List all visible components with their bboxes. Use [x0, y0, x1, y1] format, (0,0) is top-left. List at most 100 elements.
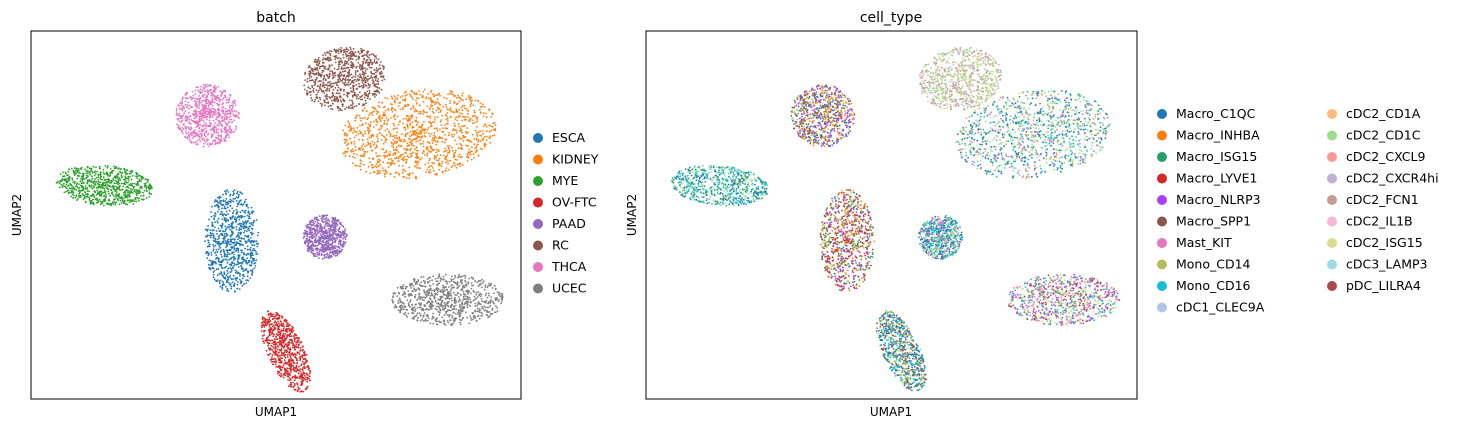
point [426, 168, 429, 171]
point [213, 200, 216, 203]
point [233, 264, 236, 267]
point [223, 238, 225, 241]
point [225, 285, 227, 288]
point [342, 56, 345, 59]
point [117, 176, 119, 179]
point [118, 167, 120, 170]
point [214, 215, 217, 218]
point [241, 193, 244, 195]
point [343, 243, 346, 246]
point [349, 83, 352, 85]
point [301, 382, 304, 385]
point [240, 280, 243, 283]
point [406, 132, 408, 135]
point [345, 233, 348, 236]
point [206, 245, 209, 248]
point [78, 172, 80, 174]
point [277, 346, 279, 348]
point [402, 140, 405, 143]
point [82, 172, 85, 175]
point [387, 166, 390, 169]
point [101, 178, 103, 181]
point [493, 134, 496, 137]
point [210, 254, 213, 256]
point [253, 259, 255, 262]
point [366, 151, 369, 153]
point [457, 163, 460, 166]
point [444, 169, 447, 172]
point [265, 324, 268, 327]
point [308, 77, 311, 79]
point [310, 219, 313, 222]
point [118, 179, 120, 181]
point [321, 240, 323, 243]
point [381, 125, 384, 128]
point [216, 200, 219, 203]
point [375, 83, 377, 86]
point [90, 184, 93, 187]
point [333, 55, 335, 58]
point [147, 186, 150, 189]
point [393, 114, 396, 116]
point [366, 97, 369, 100]
point [309, 369, 311, 372]
point [138, 179, 141, 181]
point [485, 125, 488, 128]
point [70, 189, 73, 192]
point [352, 132, 354, 134]
point [392, 146, 395, 149]
point [403, 138, 406, 141]
point [329, 255, 332, 258]
point [334, 74, 337, 77]
point [251, 271, 254, 274]
point [87, 193, 89, 195]
point [231, 251, 234, 254]
point [103, 189, 106, 192]
point [249, 252, 252, 255]
point [402, 169, 405, 172]
point [277, 314, 280, 317]
point [343, 236, 346, 239]
point [405, 161, 408, 163]
point [107, 178, 110, 180]
point [344, 241, 347, 244]
point [375, 123, 378, 126]
point [98, 198, 101, 201]
point [322, 221, 325, 224]
point [361, 60, 364, 63]
point [436, 129, 439, 132]
point [356, 95, 358, 98]
point [209, 232, 212, 235]
point [346, 144, 348, 147]
point [458, 108, 461, 111]
point [423, 128, 425, 131]
point [457, 122, 460, 125]
point [284, 369, 287, 372]
point [474, 151, 477, 154]
point [131, 170, 134, 173]
point [362, 79, 365, 82]
point [400, 133, 403, 136]
point [460, 130, 463, 133]
point [214, 241, 217, 243]
point [207, 241, 210, 244]
point [393, 142, 396, 145]
point [340, 79, 342, 82]
point [384, 157, 386, 159]
point [347, 81, 350, 84]
point [297, 346, 300, 349]
point [92, 202, 94, 205]
point [250, 223, 253, 226]
point [231, 207, 234, 210]
point [280, 330, 283, 332]
point [240, 214, 243, 217]
point [129, 191, 132, 194]
point [378, 64, 381, 67]
point [494, 129, 497, 132]
point [324, 78, 327, 81]
point [307, 368, 310, 371]
point [143, 185, 146, 188]
point [384, 105, 386, 108]
point [412, 172, 414, 175]
point [219, 279, 222, 282]
